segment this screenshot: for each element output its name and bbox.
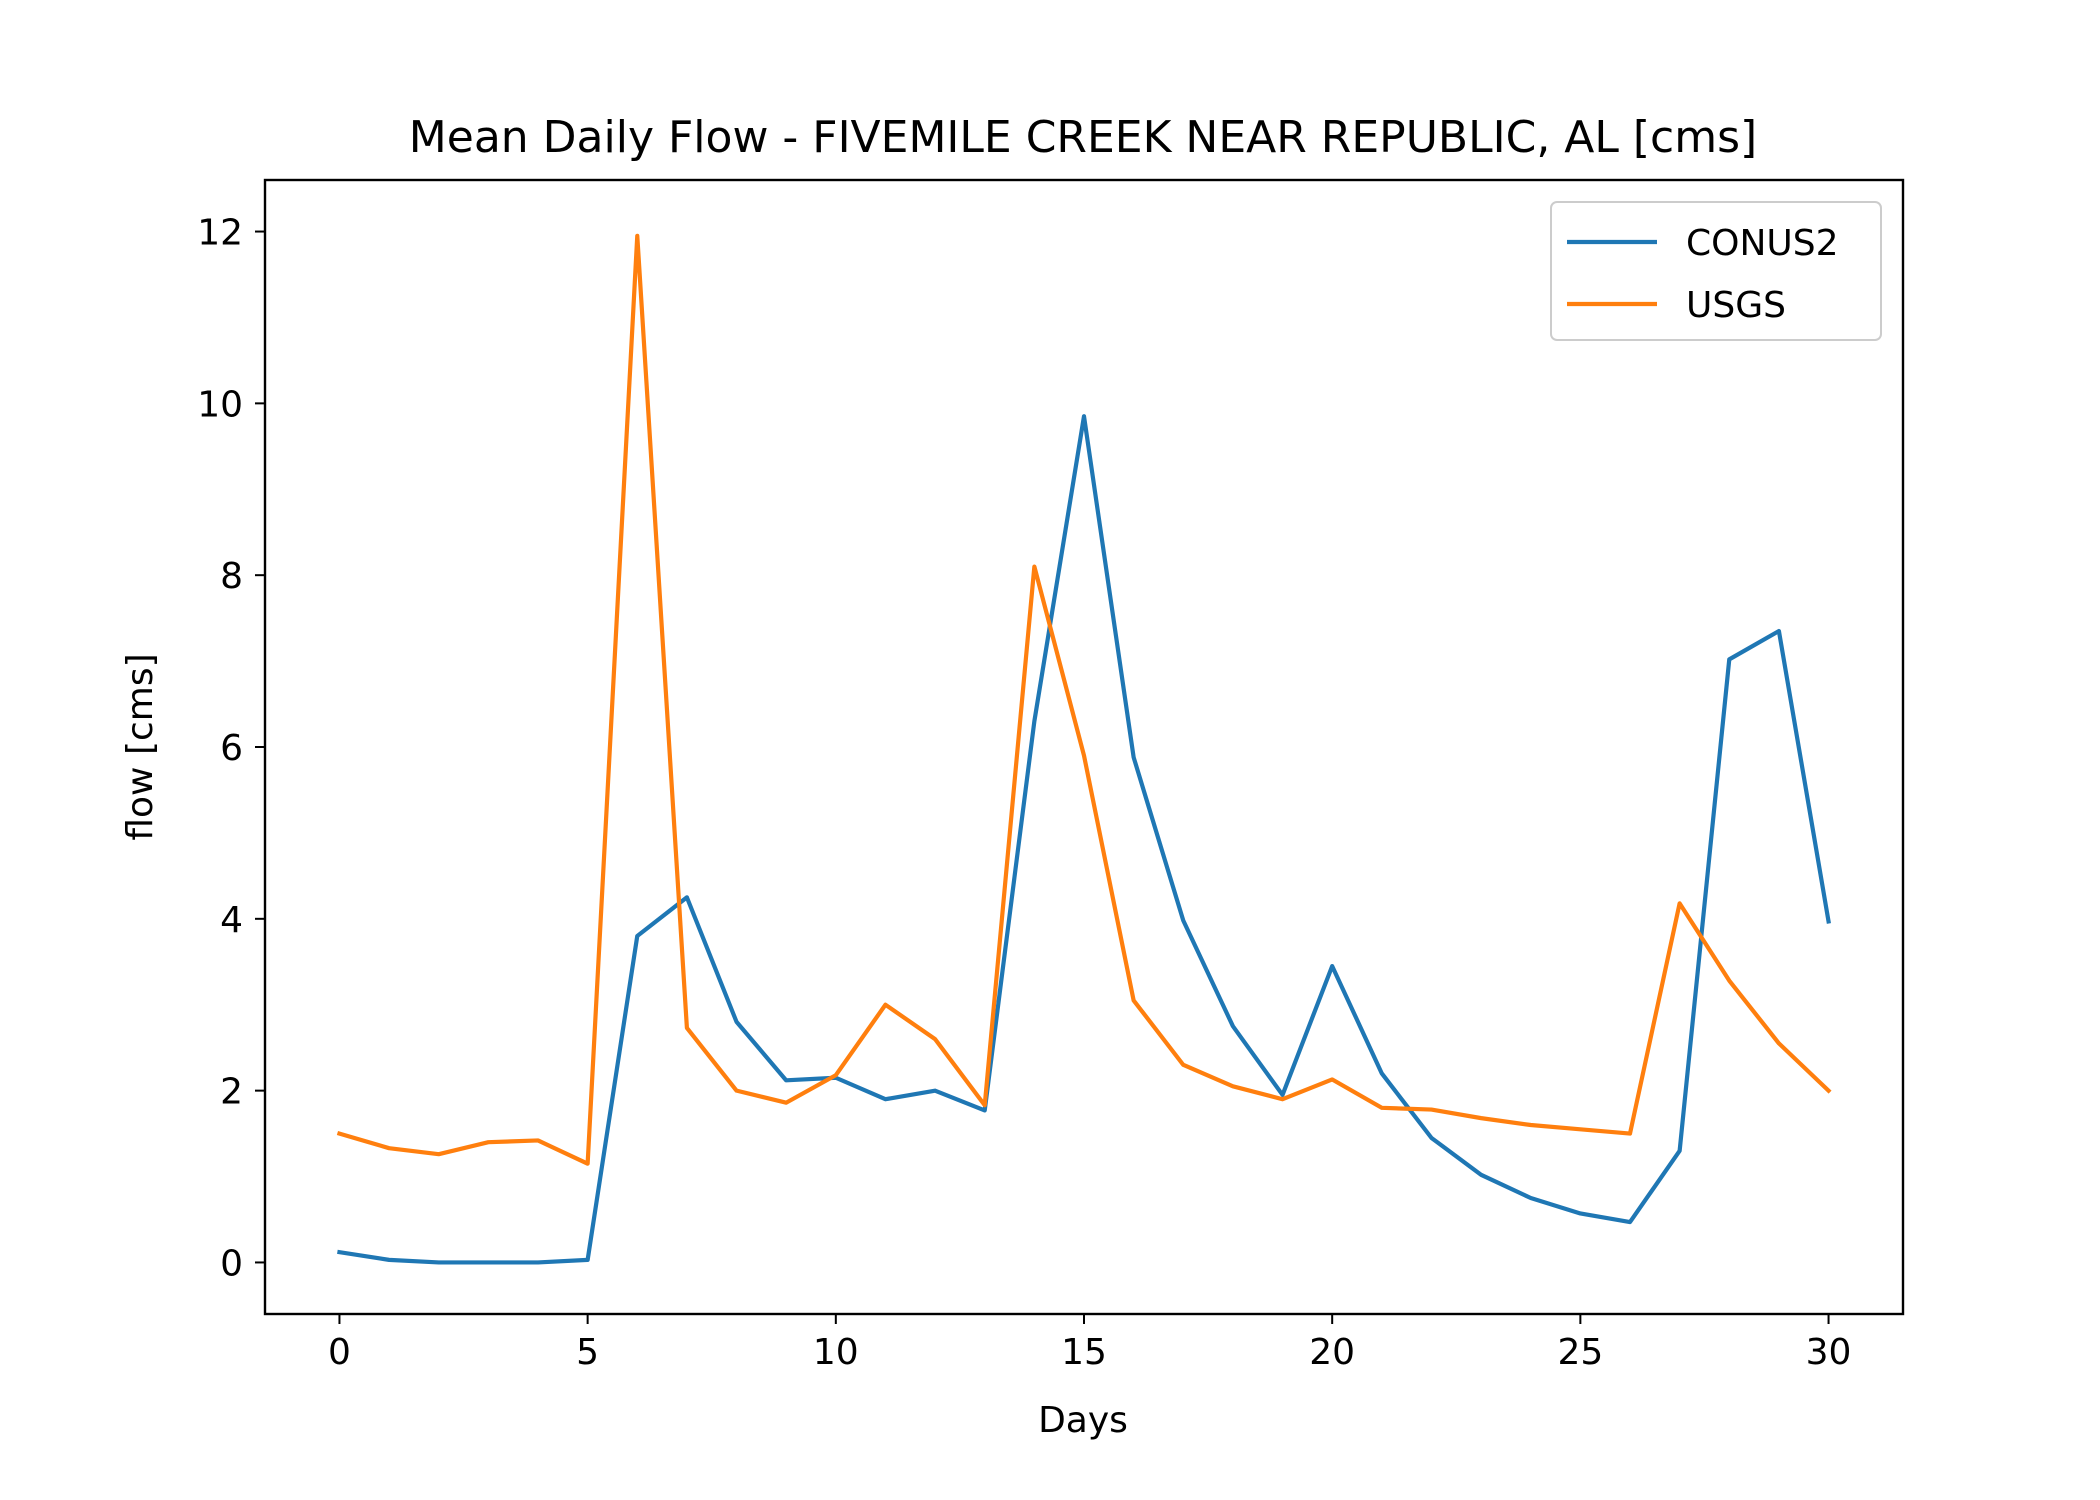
x-tick-label: 0 xyxy=(328,1332,351,1373)
x-tick-label: 5 xyxy=(576,1332,599,1373)
y-tick-label: 12 xyxy=(197,213,243,254)
x-axis-label: Days xyxy=(1038,1400,1128,1441)
y-tick-label: 8 xyxy=(220,556,243,597)
x-tick-label: 25 xyxy=(1557,1332,1603,1373)
series-line-usgs xyxy=(336,233,1832,1166)
x-axis: 0 5 10 15 20 25 30 xyxy=(328,1314,1851,1373)
y-tick-label: 0 xyxy=(220,1243,243,1284)
x-tick-label: 20 xyxy=(1309,1332,1355,1373)
y-axis-label: flow [cms] xyxy=(120,653,161,840)
y-tick-label: 2 xyxy=(220,1072,243,1113)
legend: CONUS2 USGS xyxy=(1550,201,1882,341)
y-tick-label: 6 xyxy=(220,728,243,769)
chart-title: Mean Daily Flow - FIVEMILE CREEK NEAR RE… xyxy=(409,112,1757,163)
x-tick-label: 10 xyxy=(813,1332,859,1373)
y-tick-label: 4 xyxy=(220,900,243,941)
legend-label-usgs: USGS xyxy=(1686,285,1786,326)
x-tick-label: 15 xyxy=(1061,1332,1107,1373)
plot-area xyxy=(336,233,1832,1265)
y-tick-label: 10 xyxy=(197,384,243,425)
x-tick-label: 30 xyxy=(1806,1332,1852,1373)
y-axis: 0 2 4 6 8 10 12 xyxy=(197,213,265,1284)
legend-label-conus2: CONUS2 xyxy=(1686,223,1839,264)
series-line-conus2 xyxy=(337,414,1831,1265)
